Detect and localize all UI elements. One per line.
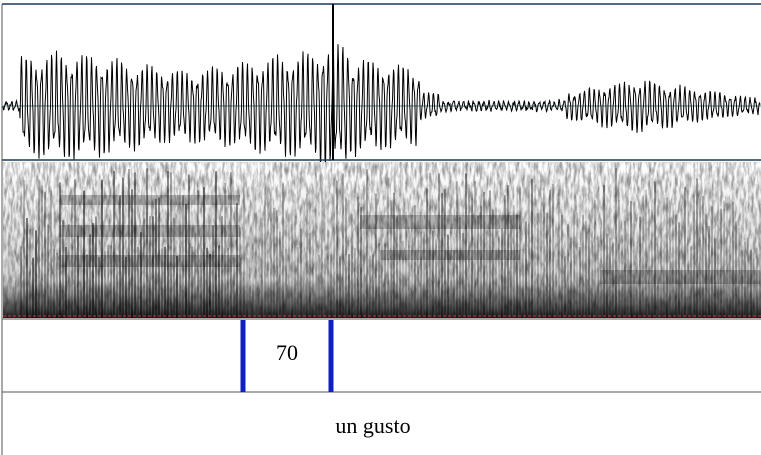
interval-tier: 70	[240, 320, 334, 392]
interval-tier: un gusto	[335, 413, 410, 438]
interval-label[interactable]: 70	[276, 340, 298, 365]
spec-low	[3, 162, 761, 318]
waveform	[2, 44, 761, 172]
interval-label[interactable]: un gusto	[335, 413, 410, 438]
spectrogram	[3, 162, 761, 318]
wave-trace	[2, 44, 761, 172]
